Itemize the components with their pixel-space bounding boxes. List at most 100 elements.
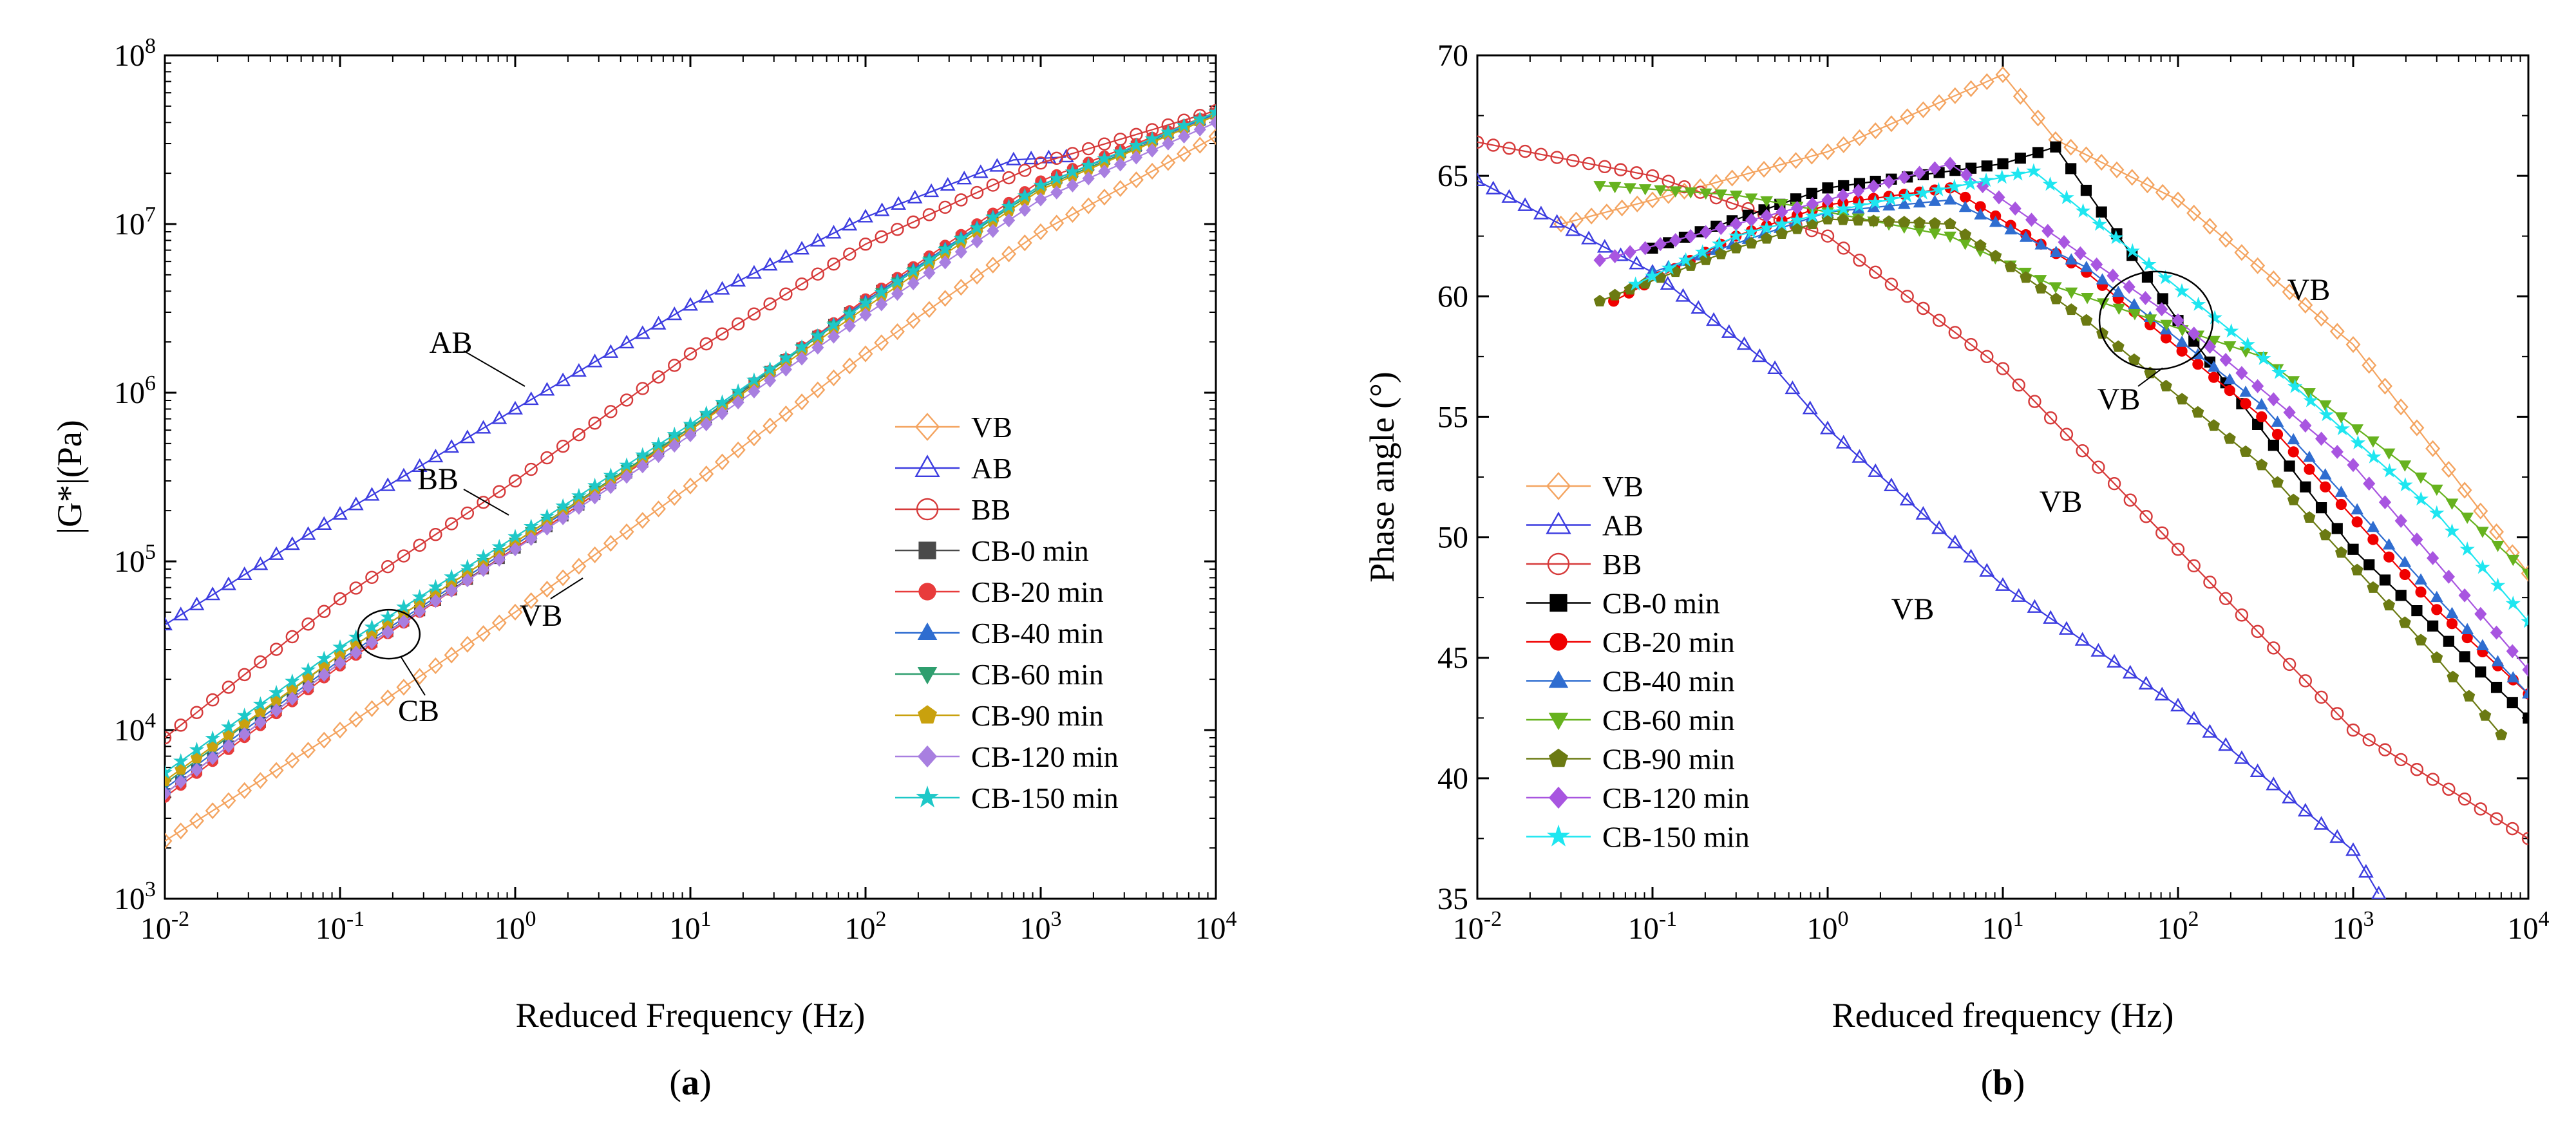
legend-item-cb-40-min: CB-40 min [1526,665,1735,698]
data-point-bb [540,451,554,465]
data-point-bb [556,439,570,453]
data-point-cb-90-min [2479,709,2492,721]
annotation-vb: VB [2287,273,2331,307]
legend-item-cb-0-min: CB-0 min [1526,587,1720,620]
data-point-ab [459,429,475,444]
data-point-cb-90-min [2287,493,2300,505]
data-point-cb-60-min [2303,388,2316,400]
legend-swatch-marker [917,622,938,640]
data-point-ab [205,586,221,601]
legend-item-vb: VB [895,411,1012,444]
data-point-cb-90-min [2096,327,2108,339]
data-point-cb-120-min [2347,458,2360,473]
data-point-cb-60-min [1699,188,1712,200]
data-point-cb-90-min [2050,292,2063,305]
data-point-cb-120-min [301,679,315,694]
data-point-cb-150-min [667,426,682,441]
data-point-cb-40-min [2287,433,2300,445]
data-point-bb [413,538,426,552]
legend-item-cb-60-min: CB-60 min [895,658,1104,691]
data-point-cb-90-min [1959,228,1972,240]
data-point-cb-150-min [2490,577,2506,592]
data-point-cb-120-min [1609,249,1622,263]
data-point-ab [1565,222,1581,236]
legend-swatch-marker [914,413,940,441]
data-point-bb [1018,164,1032,177]
data-point-cb-90-min [1791,222,1804,234]
data-point-vb [1049,214,1065,232]
data-point-bb [1477,135,1484,149]
cb-callout-line [399,655,426,696]
data-point-cb-60-min [1684,187,1698,199]
data-point-bb [254,655,267,669]
data-point-cb-60-min [1928,229,1942,240]
data-point-bb [620,393,634,407]
data-point-vb [762,417,778,435]
data-point-cb-60-min [2287,376,2300,388]
data-point-cb-90-min [1700,253,1712,265]
data-point-ab [1883,477,1899,492]
data-point-cb-150-min [396,599,412,614]
data-point-bb [668,359,681,372]
data-point-ab [683,297,698,311]
data-point-vb [1900,108,1915,126]
data-point-cb-40-min [2334,485,2348,497]
data-point-ab [1533,205,1549,220]
data-point-bb [2235,608,2249,622]
data-point-bb [827,258,840,271]
series-line-cb-20-min [165,111,1216,798]
data-point-bb [333,592,347,606]
data-point-cb-150-min [1049,171,1065,185]
data-point-cb-90-min [2223,432,2236,444]
annotation-bb: BB [417,462,459,496]
legend-item-cb-40-min: CB-40 min [895,617,1104,650]
data-point-vb [269,762,284,779]
data-point-vb [2377,377,2392,395]
data-point-cb-150-min [2271,364,2287,379]
data-point-vb [348,711,364,728]
data-point-cb-150-min [1128,137,1144,152]
legend-item-cb-60-min: CB-60 min [1526,704,1735,737]
data-point-cb-120-min [397,614,410,629]
data-point-bb [1081,142,1095,156]
data-point-ab [189,596,205,610]
legend-label: CB-150 min [971,782,1119,814]
data-point-vb [922,301,937,318]
data-point-cb-150-min [491,538,507,554]
data-point-vb [2094,154,2109,171]
data-point-ab [762,257,778,271]
data-point-ab [1995,577,2011,591]
data-point-vb [1192,136,1208,154]
data-point-cb-40-min [2049,245,2063,258]
data-point-ab [1690,300,1707,314]
series-ab [165,148,1074,631]
data-point-cb-60-min [1958,238,1972,250]
data-point-ab [667,306,683,321]
data-point-cb-150-min [2075,203,2091,218]
data-point-cb-150-min [173,753,189,768]
data-point-cb-20-min [2351,516,2363,528]
y-axis-label: |G*|(Pa) [50,420,89,534]
data-point-cb-90-min [2334,546,2347,558]
data-point-bb [1050,151,1063,165]
data-point-vb [1128,171,1144,189]
data-point-cb-150-min [2334,420,2350,436]
data-point-cb-150-min [699,405,714,420]
data-point-bb [1884,277,1899,291]
data-point-cb-40-min [1989,216,2002,227]
data-point-ab [1005,151,1021,165]
legend-item-cb-150-min: CB-150 min [1526,821,1750,854]
data-point-ab [2202,724,2218,738]
data-point-cb-150-min [762,361,778,376]
data-point-cb-60-min [2522,568,2528,581]
x-tick-label: 100 [495,907,536,946]
data-point-cb-120-min [1852,183,1865,198]
data-point-ab [2297,803,2313,817]
data-point-bb [205,693,220,707]
data-point-cb-20-min [2224,384,2235,397]
data-point-cb-150-min [1695,244,1710,259]
data-point-cb-150-min [2240,336,2255,352]
data-point-bb [1002,171,1016,185]
legend-label: CB-20 min [971,576,1104,608]
data-point-ab [842,216,858,231]
